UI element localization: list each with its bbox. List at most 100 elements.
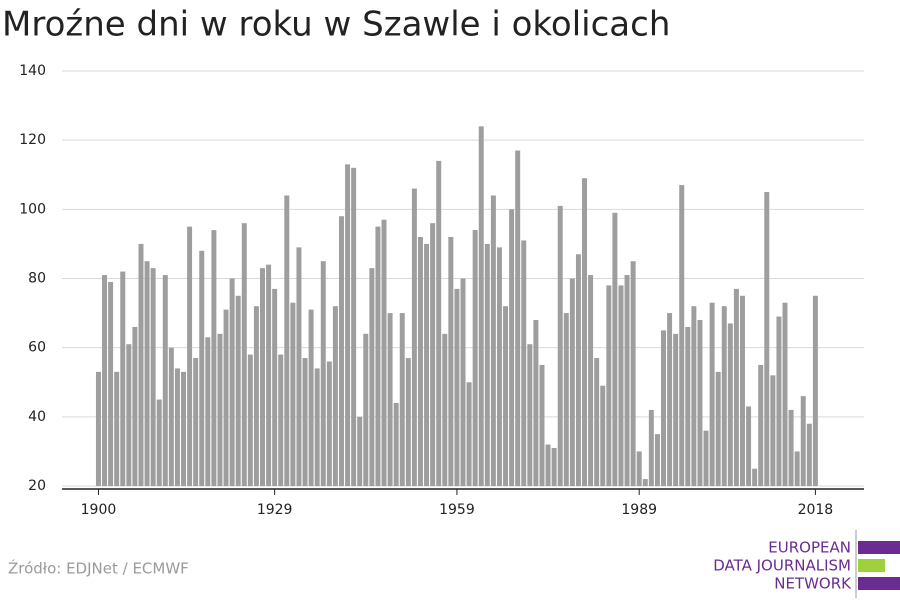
bar xyxy=(521,240,527,486)
y-tick-label: 40 xyxy=(28,409,46,425)
bar xyxy=(235,295,241,486)
bar xyxy=(539,364,545,486)
bar xyxy=(466,382,472,486)
bar xyxy=(806,423,812,486)
bar xyxy=(168,347,174,486)
y-tick-label: 100 xyxy=(19,201,46,217)
y-tick-label: 120 xyxy=(19,132,46,148)
bar xyxy=(648,409,654,486)
bar xyxy=(247,354,253,486)
bar xyxy=(588,275,594,486)
bar xyxy=(551,447,557,486)
bar xyxy=(770,375,776,486)
bar xyxy=(393,403,399,486)
logo-text: EUROPEAN xyxy=(768,539,851,557)
logo-bar xyxy=(858,559,885,572)
bar xyxy=(557,205,563,486)
bar xyxy=(338,216,344,486)
bar xyxy=(150,268,156,486)
bar xyxy=(630,261,636,486)
bar xyxy=(193,358,199,486)
logo-text: NETWORK xyxy=(774,575,852,593)
bar xyxy=(624,275,630,486)
y-tick-label: 20 xyxy=(28,478,46,494)
bar xyxy=(575,254,581,486)
bar xyxy=(102,275,108,486)
bar xyxy=(223,309,229,486)
bar xyxy=(472,230,478,486)
bar xyxy=(782,302,788,486)
bar xyxy=(314,368,320,486)
bar xyxy=(746,406,752,486)
bar xyxy=(436,160,442,486)
x-tick-label: 2018 xyxy=(798,502,834,518)
bar xyxy=(490,195,496,486)
bar xyxy=(375,226,381,486)
bar xyxy=(758,364,764,486)
bar xyxy=(156,399,162,486)
bar xyxy=(764,192,770,486)
bar xyxy=(345,164,351,486)
bar xyxy=(162,275,168,486)
bar xyxy=(405,358,411,486)
bar xyxy=(95,371,101,486)
bar xyxy=(709,302,715,486)
bar xyxy=(739,295,745,486)
y-tick-label: 60 xyxy=(28,340,46,356)
bar xyxy=(211,230,217,486)
bar xyxy=(636,451,642,486)
bar xyxy=(448,237,454,486)
bar xyxy=(442,333,448,486)
bar xyxy=(569,278,575,486)
bar xyxy=(800,396,806,486)
bar xyxy=(187,226,193,486)
bar xyxy=(363,333,369,486)
bar xyxy=(424,243,430,486)
bar xyxy=(679,185,685,486)
bar xyxy=(496,247,502,486)
bar xyxy=(138,243,144,486)
source: Źródło: EDJNet / ECMWF xyxy=(8,559,189,578)
bar xyxy=(776,316,782,486)
bar xyxy=(582,178,588,487)
bar xyxy=(503,306,509,486)
bar xyxy=(290,302,296,486)
bar xyxy=(727,323,733,486)
x-tick-label: 1900 xyxy=(81,502,117,518)
bar xyxy=(703,430,709,486)
bar xyxy=(527,344,533,486)
x-tick-label: 1989 xyxy=(621,502,657,518)
bar xyxy=(332,306,338,486)
bar xyxy=(721,306,727,486)
bar xyxy=(673,333,679,486)
bar xyxy=(308,309,314,486)
bar xyxy=(199,250,205,486)
bar xyxy=(788,409,794,486)
bar xyxy=(417,237,423,486)
bar xyxy=(612,212,618,486)
bar xyxy=(594,358,600,486)
bar xyxy=(812,295,818,486)
bar xyxy=(563,313,569,486)
x-tick-label: 1959 xyxy=(439,502,475,518)
y-tick-label: 140 xyxy=(19,63,46,79)
chart-title: Mroźne dni w roku w Szawle i okolicach xyxy=(2,5,670,45)
x-tick-label: 1929 xyxy=(257,502,293,518)
logo-bar xyxy=(858,577,900,590)
bar xyxy=(545,444,551,486)
bar xyxy=(181,371,187,486)
bar xyxy=(667,313,673,486)
logo-bar xyxy=(858,541,900,554)
bar xyxy=(661,330,666,486)
bar xyxy=(351,167,357,487)
bar xyxy=(752,468,758,486)
logo-text: DATA JOURNALISM xyxy=(713,557,851,575)
bar xyxy=(217,333,223,486)
bar xyxy=(241,223,247,486)
bar xyxy=(302,358,308,486)
bar xyxy=(642,479,648,486)
bar xyxy=(126,344,132,486)
bar xyxy=(794,451,800,486)
